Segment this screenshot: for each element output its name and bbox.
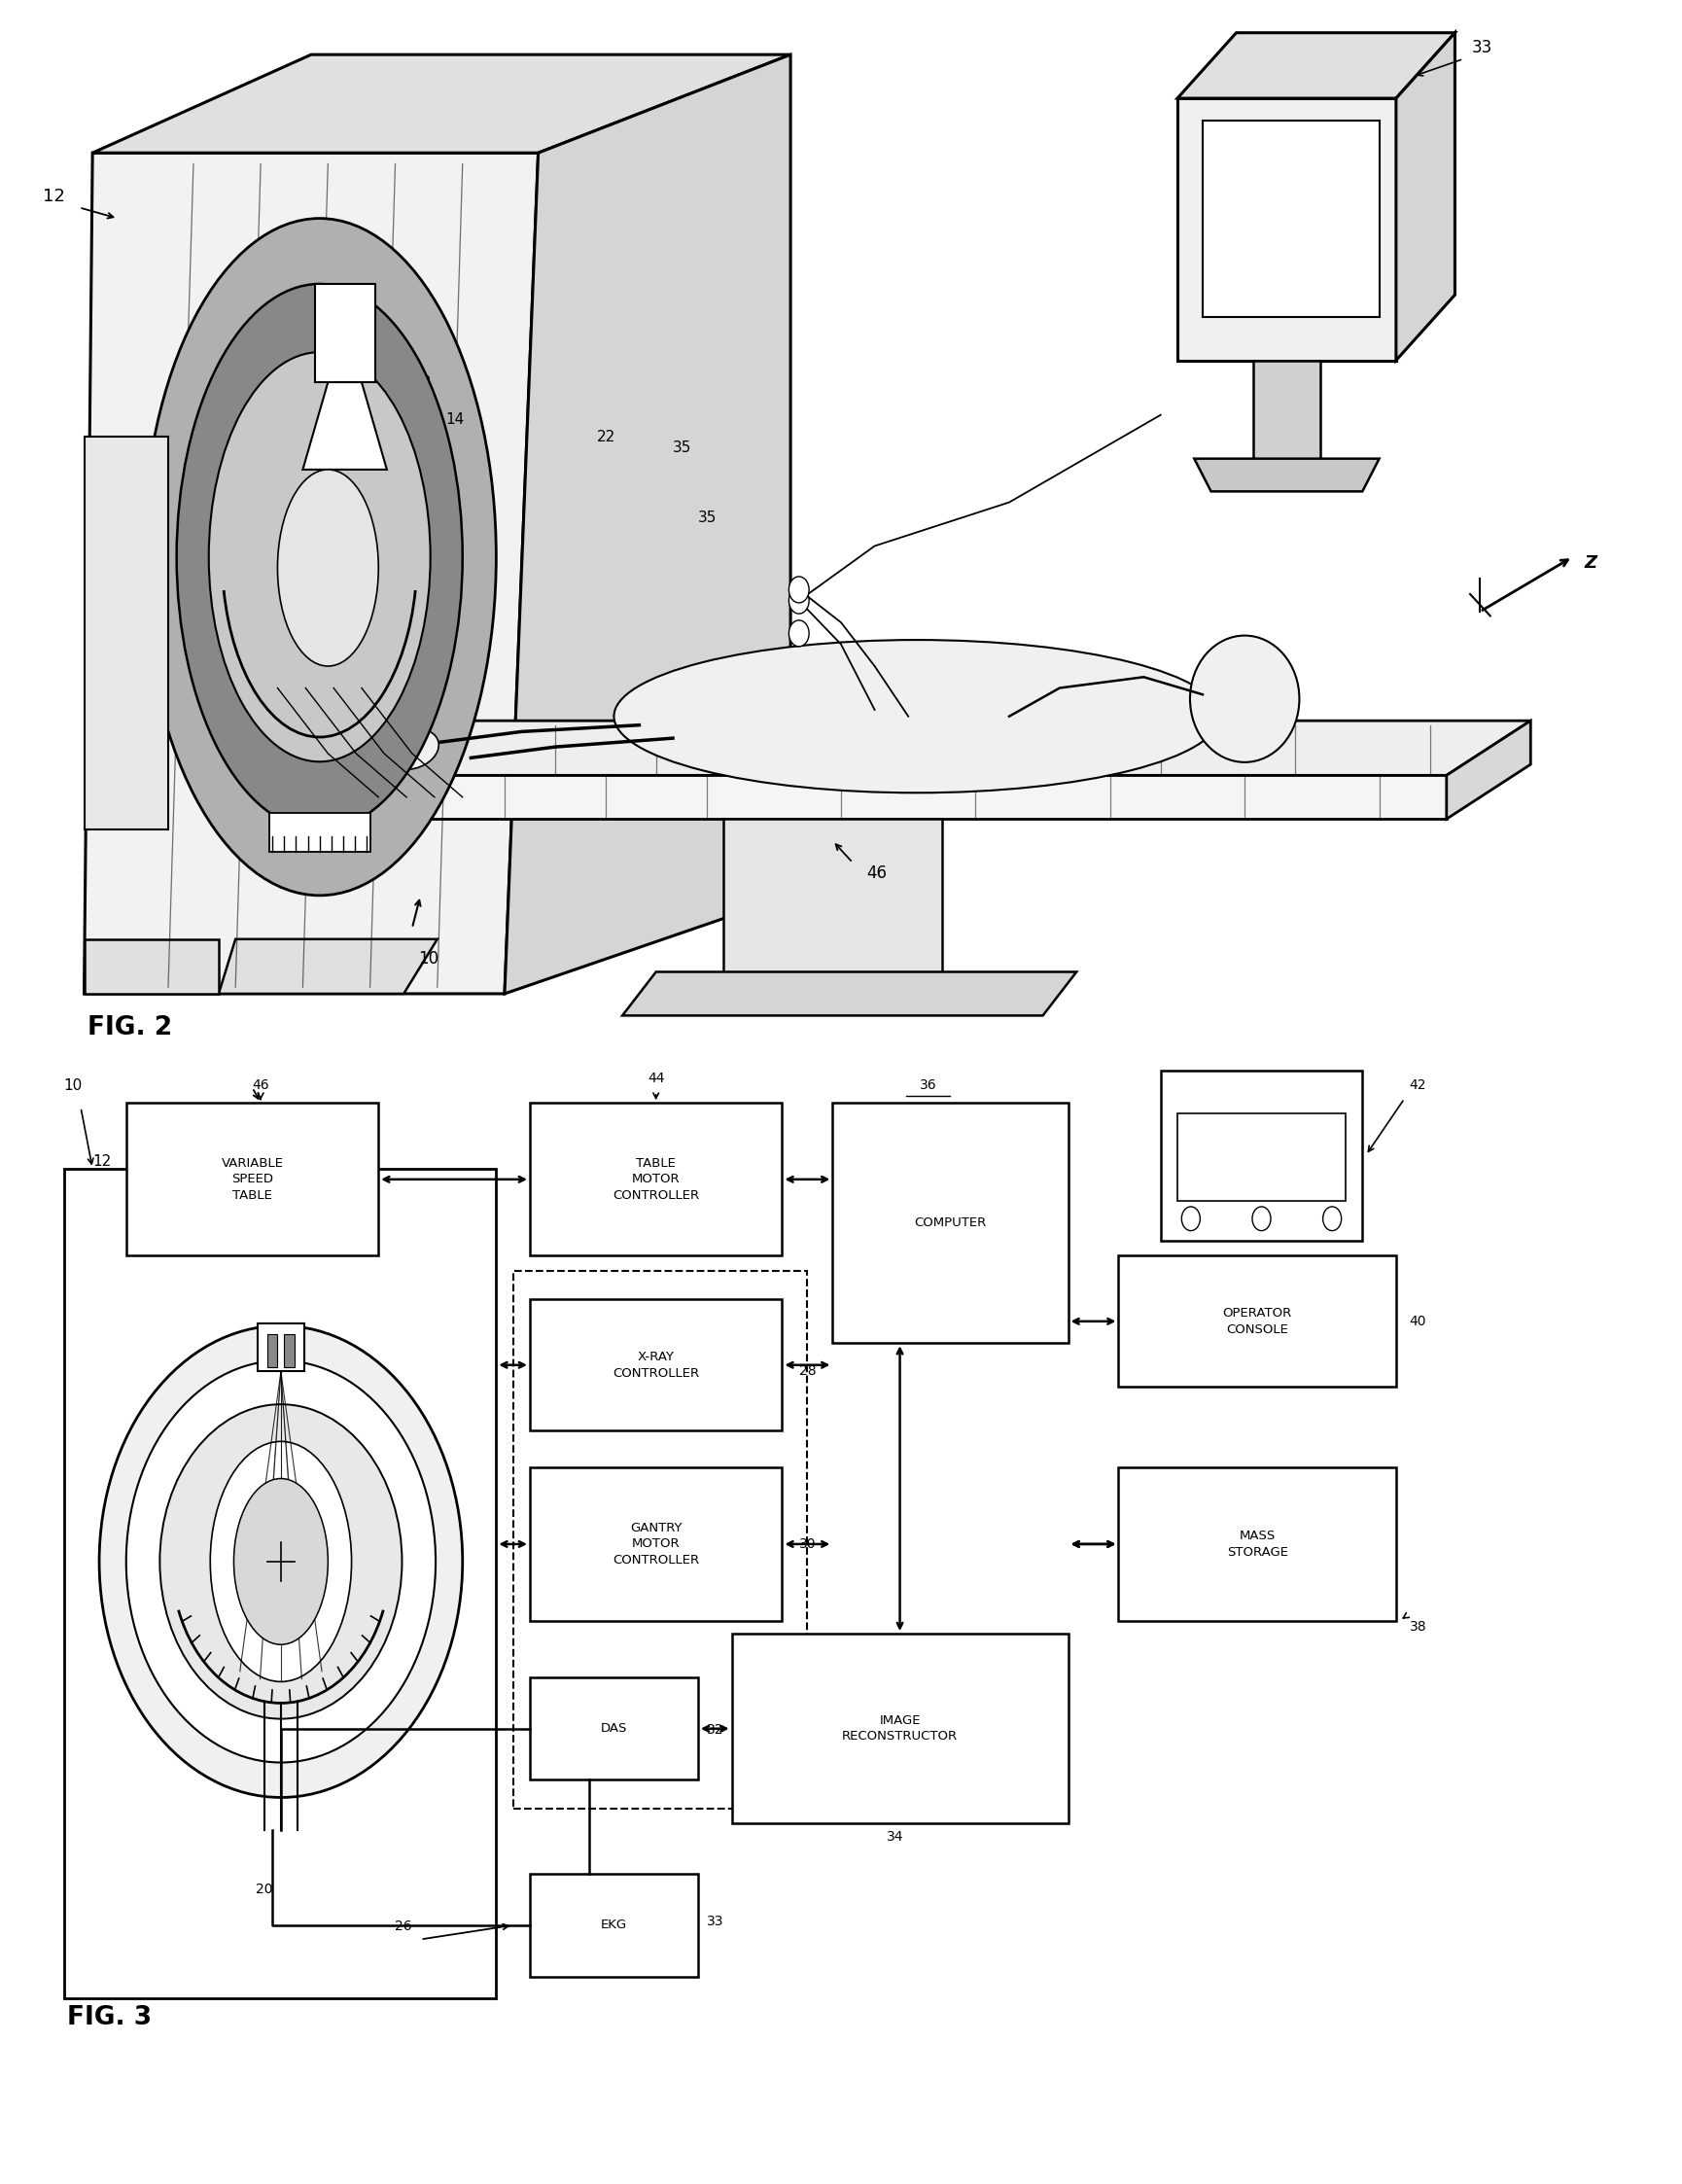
Ellipse shape (1191, 636, 1300, 762)
FancyBboxPatch shape (530, 1874, 698, 1977)
Circle shape (99, 1326, 463, 1797)
Text: 35: 35 (328, 1570, 343, 1583)
Text: 36: 36 (920, 1079, 937, 1092)
FancyBboxPatch shape (257, 1324, 304, 1372)
FancyBboxPatch shape (1119, 1468, 1396, 1621)
Text: GANTRY
MOTOR
CONTROLLER: GANTRY MOTOR CONTROLLER (612, 1522, 700, 1566)
Text: 33: 33 (1472, 39, 1492, 57)
Text: 42: 42 (1410, 1079, 1426, 1092)
Text: 22: 22 (161, 1533, 177, 1546)
Text: Z: Z (1584, 555, 1598, 572)
Text: 46: 46 (252, 1079, 269, 1092)
Text: 12: 12 (42, 188, 66, 205)
Ellipse shape (278, 470, 378, 666)
FancyBboxPatch shape (1177, 1114, 1346, 1201)
Polygon shape (219, 939, 437, 994)
Text: EKG: EKG (600, 1920, 627, 1931)
Text: FIG. 2: FIG. 2 (87, 1016, 172, 1042)
Text: TABLE
MOTOR
CONTROLLER: TABLE MOTOR CONTROLLER (612, 1158, 700, 1201)
Polygon shape (723, 819, 942, 983)
Polygon shape (370, 775, 1447, 819)
FancyBboxPatch shape (732, 1634, 1068, 1824)
Text: VARIABLE
SPEED
TABLE: VARIABLE SPEED TABLE (222, 1158, 283, 1201)
Circle shape (1181, 1206, 1201, 1232)
Polygon shape (315, 284, 375, 382)
Circle shape (1251, 1206, 1272, 1232)
Text: 14: 14 (446, 413, 464, 426)
Text: 35: 35 (698, 511, 717, 524)
Text: OPERATOR
CONSOLE: OPERATOR CONSOLE (1223, 1306, 1292, 1337)
Polygon shape (1194, 459, 1379, 491)
Text: 48: 48 (316, 1511, 331, 1524)
Text: 33: 33 (706, 1915, 723, 1928)
FancyBboxPatch shape (833, 1103, 1068, 1343)
Polygon shape (1177, 33, 1455, 98)
Polygon shape (1447, 721, 1531, 819)
FancyBboxPatch shape (1161, 1070, 1362, 1241)
Text: 48: 48 (412, 376, 431, 389)
FancyBboxPatch shape (530, 1299, 782, 1431)
Polygon shape (1396, 33, 1455, 360)
Text: MASS
STORAGE: MASS STORAGE (1226, 1529, 1288, 1559)
Text: 40: 40 (1410, 1315, 1426, 1328)
Ellipse shape (234, 1479, 328, 1645)
Text: X-RAY
CONTROLLER: X-RAY CONTROLLER (612, 1350, 700, 1380)
Text: 24: 24 (299, 1544, 315, 1557)
Polygon shape (505, 55, 791, 994)
Circle shape (126, 1361, 436, 1762)
Text: 12: 12 (93, 1155, 111, 1168)
Text: 26: 26 (395, 1920, 412, 1933)
Text: 14: 14 (269, 1155, 286, 1168)
FancyBboxPatch shape (530, 1103, 782, 1256)
FancyBboxPatch shape (1119, 1256, 1396, 1387)
Text: 38: 38 (1410, 1621, 1426, 1634)
Polygon shape (1177, 98, 1396, 360)
Ellipse shape (209, 352, 431, 762)
Text: 46: 46 (866, 865, 886, 882)
Ellipse shape (614, 640, 1219, 793)
FancyBboxPatch shape (1203, 120, 1379, 317)
Text: 20: 20 (256, 1883, 272, 1896)
Polygon shape (84, 153, 538, 994)
Ellipse shape (177, 284, 463, 830)
FancyBboxPatch shape (267, 1334, 278, 1367)
Polygon shape (303, 382, 387, 470)
Text: FIG. 3: FIG. 3 (67, 2005, 151, 2031)
Circle shape (789, 620, 809, 646)
Text: 18: 18 (333, 1592, 348, 1605)
Text: 35: 35 (673, 441, 691, 454)
Ellipse shape (143, 218, 496, 895)
Text: 30: 30 (799, 1538, 816, 1551)
FancyBboxPatch shape (269, 812, 370, 852)
Text: 44: 44 (648, 1072, 664, 1085)
Text: 10: 10 (419, 950, 439, 968)
Text: 35: 35 (123, 1555, 138, 1568)
Polygon shape (370, 721, 1531, 775)
Text: 16: 16 (123, 1592, 138, 1605)
FancyBboxPatch shape (284, 1334, 294, 1367)
Polygon shape (84, 939, 219, 994)
Text: 28: 28 (799, 1365, 816, 1378)
Ellipse shape (210, 1441, 352, 1682)
Polygon shape (1253, 360, 1320, 459)
Text: COMPUTER: COMPUTER (915, 1216, 986, 1230)
Polygon shape (84, 437, 168, 830)
Circle shape (1324, 1206, 1342, 1232)
Text: 18: 18 (234, 670, 254, 684)
FancyBboxPatch shape (530, 1677, 698, 1780)
Ellipse shape (160, 1404, 402, 1719)
Circle shape (789, 587, 809, 614)
Polygon shape (622, 972, 1076, 1016)
Text: 32: 32 (706, 1723, 723, 1736)
Text: IMAGE
RECONSTRUCTOR: IMAGE RECONSTRUCTOR (843, 1714, 957, 1743)
Text: DAS: DAS (600, 1723, 627, 1734)
Ellipse shape (385, 729, 439, 769)
Text: 22: 22 (597, 430, 616, 443)
Circle shape (789, 577, 809, 603)
FancyBboxPatch shape (530, 1468, 782, 1621)
Text: 34: 34 (886, 1830, 903, 1843)
FancyBboxPatch shape (126, 1103, 378, 1256)
Polygon shape (93, 55, 791, 153)
Text: 10: 10 (64, 1079, 82, 1092)
